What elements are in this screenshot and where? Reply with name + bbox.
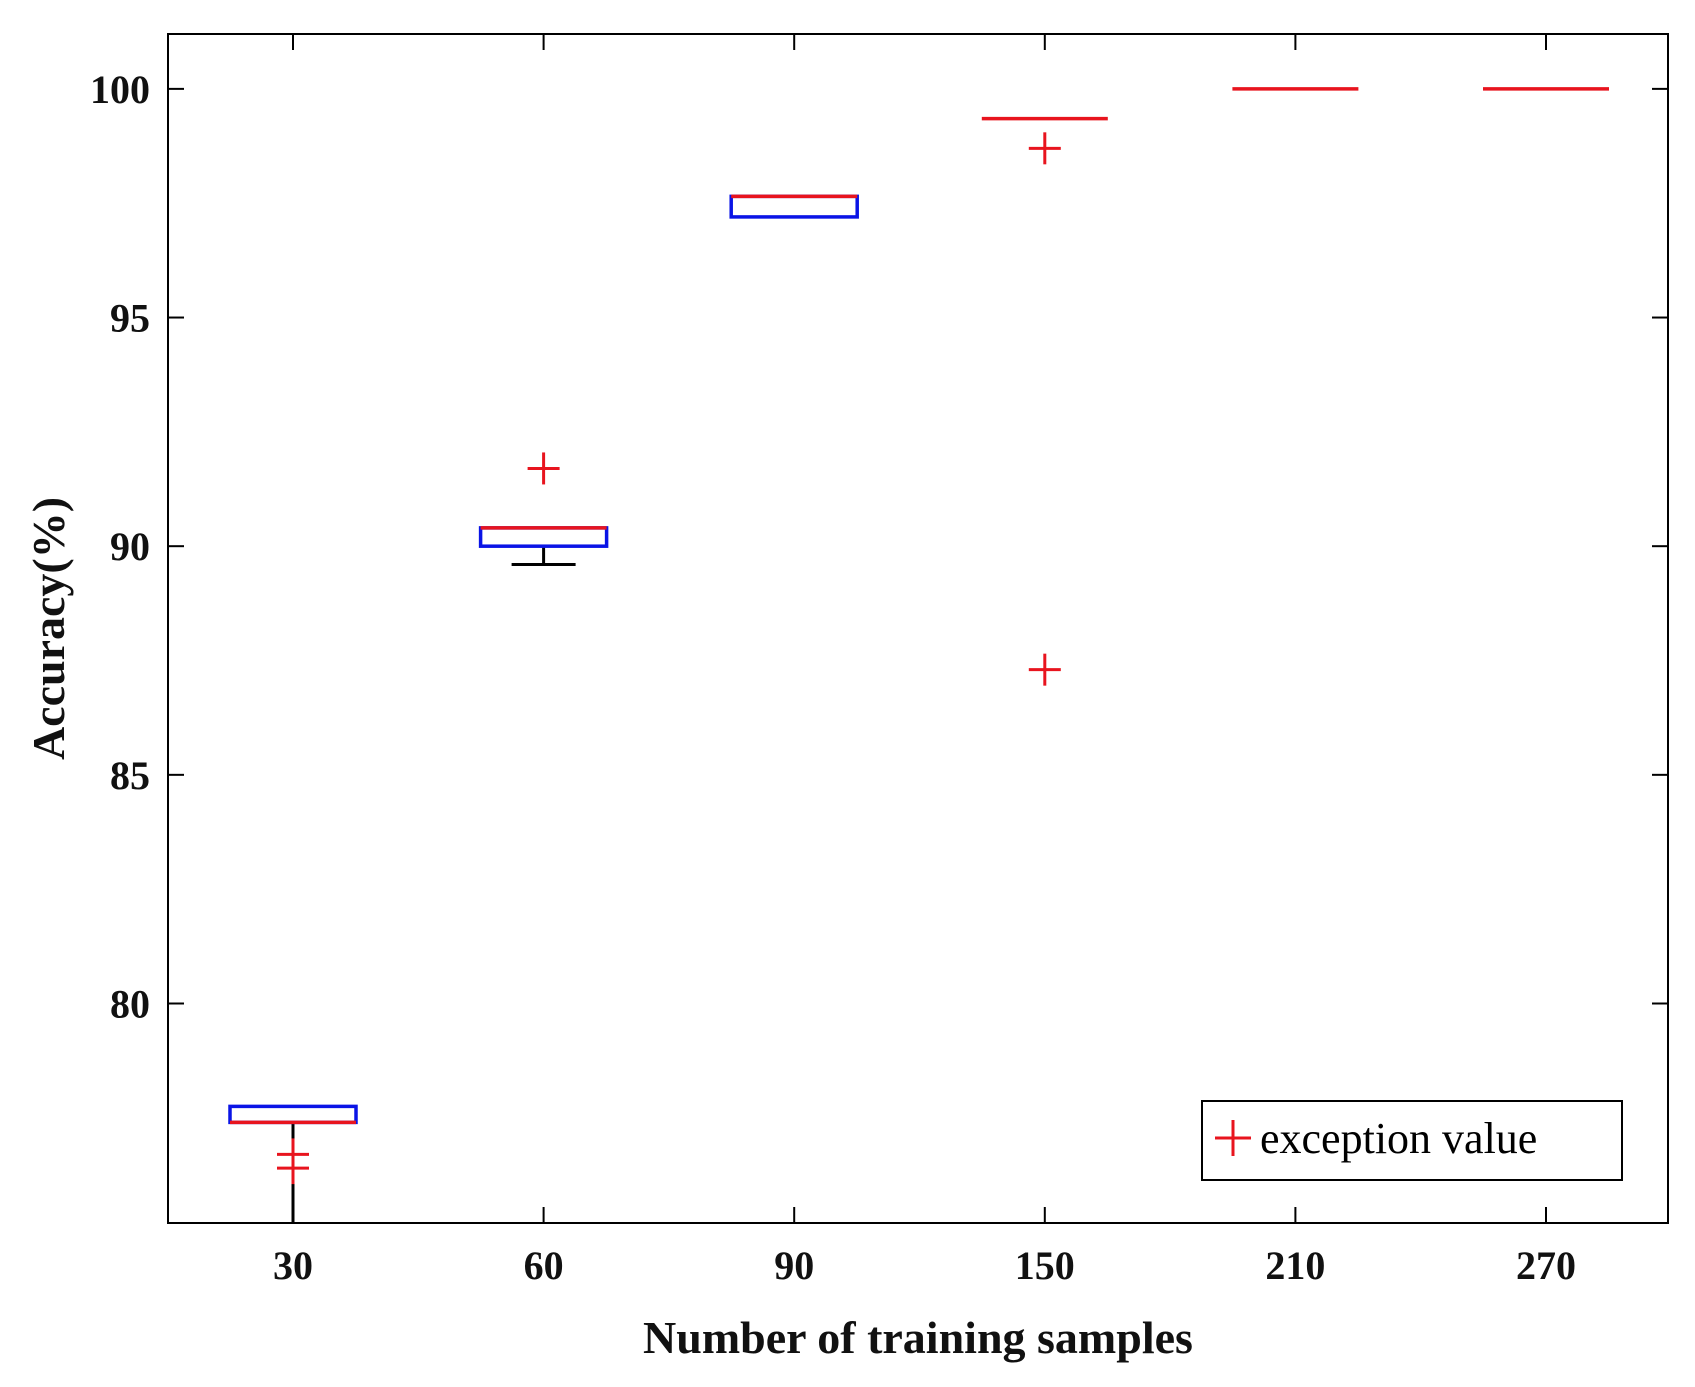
x-tick-label: 210	[1265, 1243, 1325, 1288]
legend-marker-plus	[1215, 1120, 1251, 1156]
box-90	[729, 194, 859, 219]
x-axis-title: Number of training samples	[643, 1312, 1193, 1363]
y-tick-label: 80	[110, 981, 150, 1026]
y-tick-label: 100	[90, 67, 150, 112]
y-axis-title: Accuracy(%)	[23, 497, 74, 760]
outlier-markers	[277, 132, 1061, 1185]
x-tick-label: 270	[1516, 1243, 1576, 1288]
plot-frame	[167, 33, 1669, 1224]
legend-box	[1201, 1100, 1623, 1181]
x-tick-label: 90	[774, 1243, 814, 1288]
y-tick-label: 95	[110, 296, 150, 341]
plot-area	[167, 33, 1669, 1224]
axis-ticks: 80 85 90 95 100 30 60 90 150 210 270	[90, 34, 1668, 1288]
box-60	[478, 526, 609, 566]
x-tick-label: 60	[524, 1243, 564, 1288]
legend: exception value	[1201, 1100, 1623, 1181]
legend-label: exception value	[1260, 1114, 1537, 1163]
x-tick-label: 150	[1015, 1243, 1075, 1288]
y-tick-label: 90	[110, 524, 150, 569]
x-tick-label: 30	[273, 1243, 313, 1288]
y-tick-label: 85	[110, 753, 150, 798]
